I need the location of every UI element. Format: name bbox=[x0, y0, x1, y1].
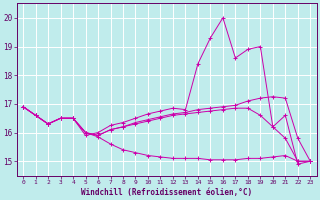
X-axis label: Windchill (Refroidissement éolien,°C): Windchill (Refroidissement éolien,°C) bbox=[81, 188, 252, 197]
